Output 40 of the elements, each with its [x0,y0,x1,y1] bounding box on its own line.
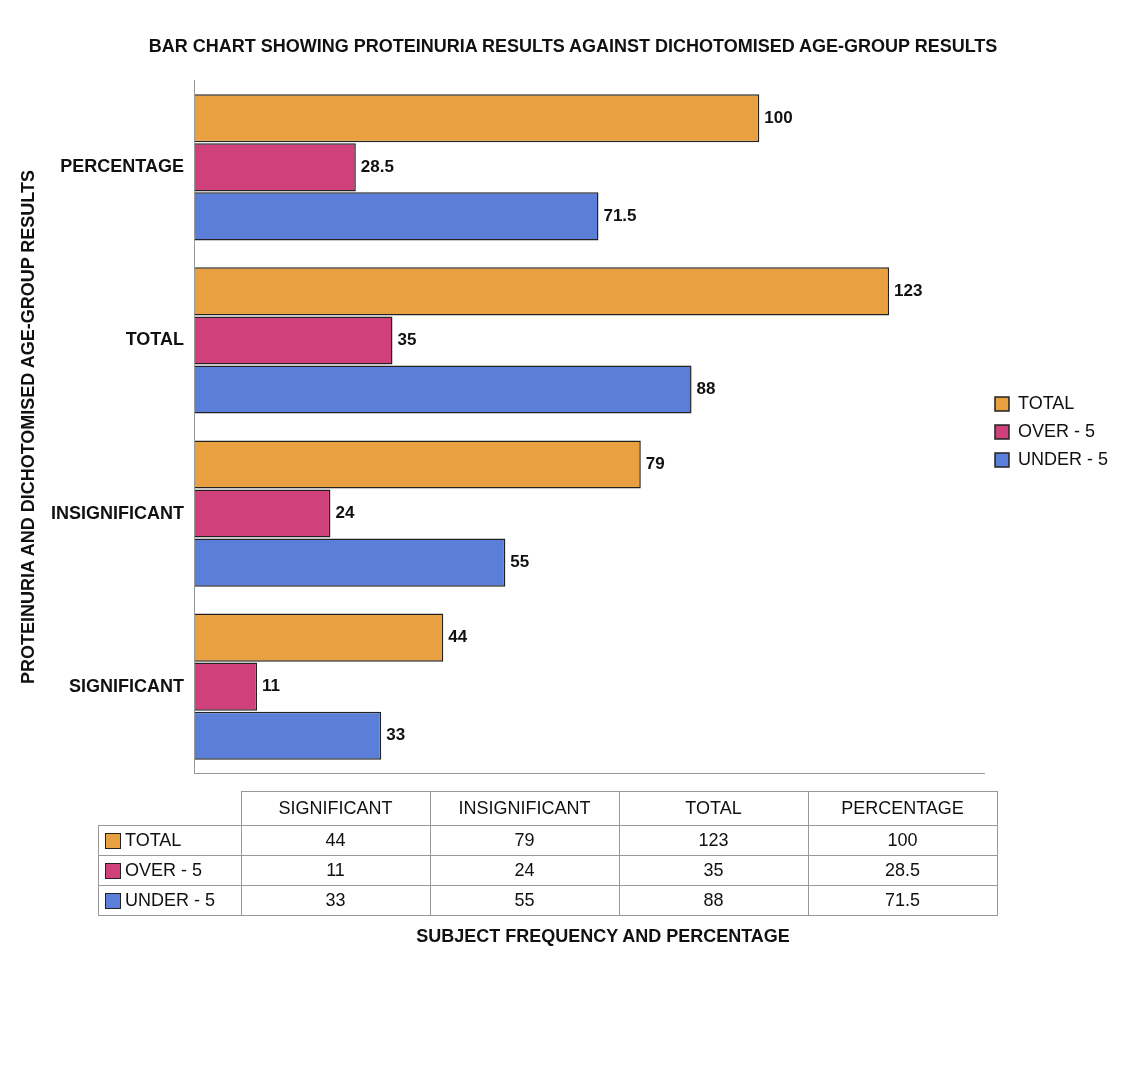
y-tick-label: PERCENTAGE [60,156,184,177]
data-label: 35 [397,330,417,350]
data-label: 79 [645,454,665,474]
data-label: 33 [386,725,406,745]
data-label: 88 [696,379,716,399]
text: 55 [514,890,535,910]
category-label: TOTAL [685,798,742,818]
data-label: 28.5 [360,157,394,177]
text: 11 [326,860,345,880]
legend-label: TOTAL [1017,392,1075,413]
text: 28.5 [884,860,921,880]
y-tick-label: TOTAL [125,329,184,350]
data-label: 44 [448,627,468,647]
text: 33 [325,890,346,910]
data-label: 100 [764,107,793,127]
text: 79 [514,830,535,850]
text: 123 [698,830,729,850]
category-label: SIGNIFICANT [278,798,393,818]
text: 44 [325,830,346,850]
text: 35 [703,860,724,880]
y-tick-label: SIGNIFICANT [69,675,184,696]
y-tick-label: INSIGNIFICANT [51,502,184,523]
category-label: PERCENTAGE [841,798,964,818]
data-label: 11 [262,676,281,696]
text: 100 [887,830,918,850]
text: OVER - 5 [1017,420,1096,441]
data-label: 123 [894,281,923,301]
data-label: 71.5 [603,206,637,226]
data-label: 55 [510,552,530,572]
text: SUBJECT FREQUENCY AND PERCENTAGE [415,926,791,947]
text: 71.5 [884,890,921,910]
data-label: 24 [335,503,355,523]
legend-label: UNDER - 5 [98,885,241,916]
text: 88 [703,890,724,910]
text: UNDER - 5 [1017,448,1109,469]
chart-title: BAR CHART SHOWING PROTEINURIA RESULTS AGAINST DICHOTOMISED AGE-GROUP RESULTS [147,35,999,58]
y-axis-title: PROTEINURIA AND DICHOTOMISED AGE-GROUP RESULTS [17,169,39,685]
category-label: INSIGNIFICANT [458,798,591,818]
text: 24 [514,860,535,880]
legend-label: OVER - 5 [98,855,241,886]
